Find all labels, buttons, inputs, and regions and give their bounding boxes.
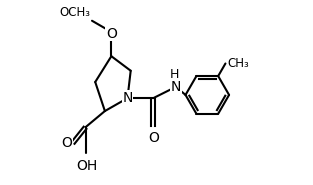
- Text: N: N: [122, 91, 133, 105]
- Text: O: O: [61, 136, 72, 150]
- Text: CH₃: CH₃: [227, 57, 249, 70]
- Text: O: O: [106, 27, 117, 41]
- Text: OH: OH: [77, 159, 98, 173]
- Text: OCH₃: OCH₃: [59, 6, 90, 19]
- Text: O: O: [148, 131, 159, 145]
- Text: N: N: [171, 80, 181, 94]
- Text: H: H: [170, 68, 179, 81]
